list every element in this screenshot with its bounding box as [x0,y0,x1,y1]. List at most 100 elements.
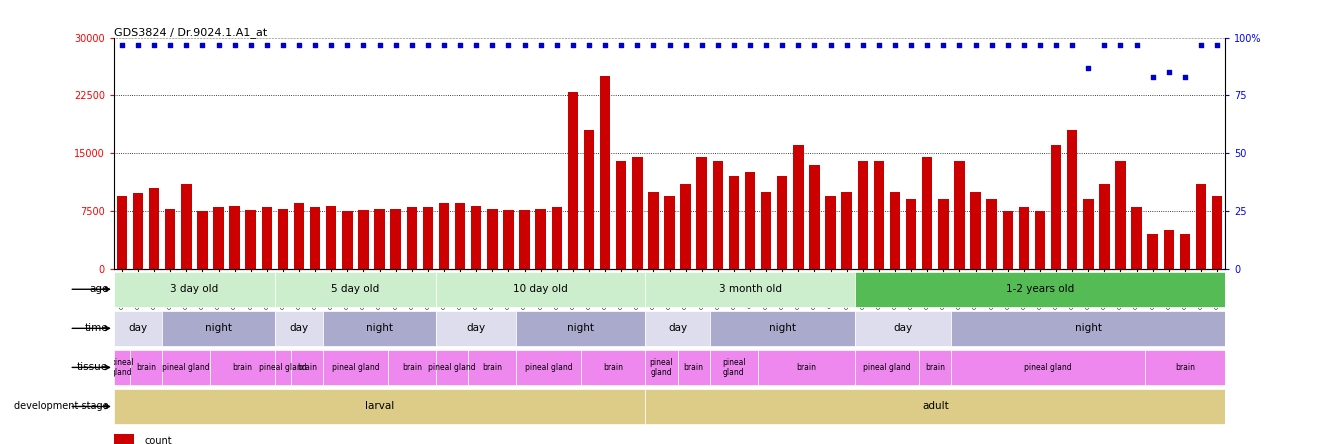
Bar [616,161,627,269]
Text: day: day [893,323,913,333]
Point [368,41,390,48]
Bar [1067,130,1078,269]
Point [659,41,680,48]
Point [627,41,648,48]
Bar [437,272,645,307]
Point [546,41,568,48]
Point [418,41,439,48]
Bar [133,193,143,269]
Bar [873,161,884,269]
Text: larval: larval [366,401,394,412]
Point [949,41,971,48]
Bar [712,161,723,269]
Bar [696,157,707,269]
Text: brain: brain [297,363,317,372]
Point [1094,41,1115,48]
Text: brain: brain [137,363,157,372]
Text: 1-2 years old: 1-2 years old [1006,284,1074,294]
Bar [274,311,323,346]
Bar [552,207,562,269]
Text: night: night [205,323,232,333]
Bar [955,161,964,269]
Point [304,41,325,48]
Bar [517,350,581,385]
Bar [291,350,323,385]
Bar [678,350,710,385]
Point [208,41,229,48]
Text: tissue: tissue [78,362,108,373]
Bar [809,165,819,269]
Text: pineal gland: pineal gland [260,363,307,372]
Point [1046,41,1067,48]
Bar [710,311,854,346]
Point [434,41,455,48]
Point [1062,41,1083,48]
Bar [165,209,175,269]
Point [175,41,197,48]
Text: day: day [467,323,486,333]
Bar [423,207,432,269]
Bar [1003,211,1014,269]
Bar [323,311,437,346]
Point [1158,69,1180,76]
Point [256,41,277,48]
Text: time: time [84,323,108,333]
Bar [245,210,256,269]
Text: brain: brain [233,363,253,372]
Point [787,41,809,48]
Point [771,41,793,48]
Point [819,41,841,48]
Bar [907,199,916,269]
Bar [471,206,482,269]
Text: night: night [769,323,795,333]
Bar [197,211,208,269]
Point [965,41,987,48]
Point [336,41,358,48]
Point [1126,41,1148,48]
Point [1078,64,1099,71]
Text: pineal gland: pineal gland [525,363,573,372]
Bar [439,203,450,269]
Bar [114,350,130,385]
Point [723,41,744,48]
Bar [584,130,595,269]
Bar [162,311,274,346]
Bar [130,350,162,385]
Point [998,41,1019,48]
Text: day: day [289,323,308,333]
Text: night: night [1075,323,1102,333]
Point [191,41,213,48]
Bar [520,210,530,269]
Bar [1180,234,1190,269]
Bar [274,272,437,307]
Text: 3 month old: 3 month old [719,284,782,294]
Text: brain: brain [925,363,945,372]
Text: pineal
gland: pineal gland [649,358,674,377]
Point [1014,41,1035,48]
Bar [1148,234,1158,269]
Bar [437,350,469,385]
Bar [645,272,854,307]
Bar [391,209,400,269]
Text: brain: brain [482,363,502,372]
Bar [793,146,803,269]
Bar [854,311,952,346]
Point [611,41,632,48]
Bar [664,195,675,269]
Text: night: night [568,323,595,333]
Point [482,41,503,48]
Point [498,41,520,48]
Bar [309,207,320,269]
Point [320,41,341,48]
Bar [744,172,755,269]
Point [900,41,921,48]
Point [514,41,536,48]
Bar [923,157,932,269]
Bar [387,350,437,385]
Point [224,41,245,48]
Bar [889,192,900,269]
Bar [825,195,836,269]
Point [852,41,873,48]
Point [466,41,487,48]
Point [1206,41,1228,48]
